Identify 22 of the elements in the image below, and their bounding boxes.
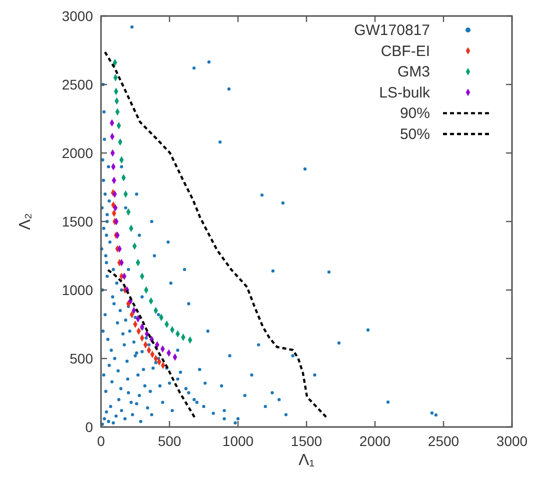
legend-label: LS-bulk bbox=[379, 84, 430, 102]
x-tick-label: 3000 bbox=[496, 433, 528, 449]
legend-label: CBF-EI bbox=[380, 42, 430, 60]
y-tick-label: 2500 bbox=[62, 76, 94, 92]
x-tick-label: 1000 bbox=[222, 433, 254, 449]
y-tick-label: 500 bbox=[70, 350, 94, 366]
legend-label: GW170817 bbox=[354, 22, 430, 39]
legend-label: 90% bbox=[400, 105, 430, 122]
x-axis-title: Λ₁ bbox=[298, 452, 315, 469]
legend-label: GM3 bbox=[397, 64, 430, 81]
x-tick-label: 0 bbox=[97, 433, 106, 449]
legend-label: 50% bbox=[400, 126, 430, 143]
y-tick-label: 3000 bbox=[62, 8, 94, 24]
y-tick-label: 1000 bbox=[62, 282, 94, 298]
x-tick-label: 2000 bbox=[359, 433, 391, 449]
y-tick-label: 2000 bbox=[62, 145, 94, 161]
y-tick-label: 0 bbox=[85, 419, 94, 435]
x-tick-label: 1500 bbox=[290, 433, 322, 449]
y-tick-label: 1500 bbox=[62, 214, 94, 230]
x-tick-label: 2500 bbox=[428, 433, 460, 449]
x-tick-label: 500 bbox=[158, 433, 182, 449]
y-axis-title: Λ₂ bbox=[17, 213, 34, 230]
